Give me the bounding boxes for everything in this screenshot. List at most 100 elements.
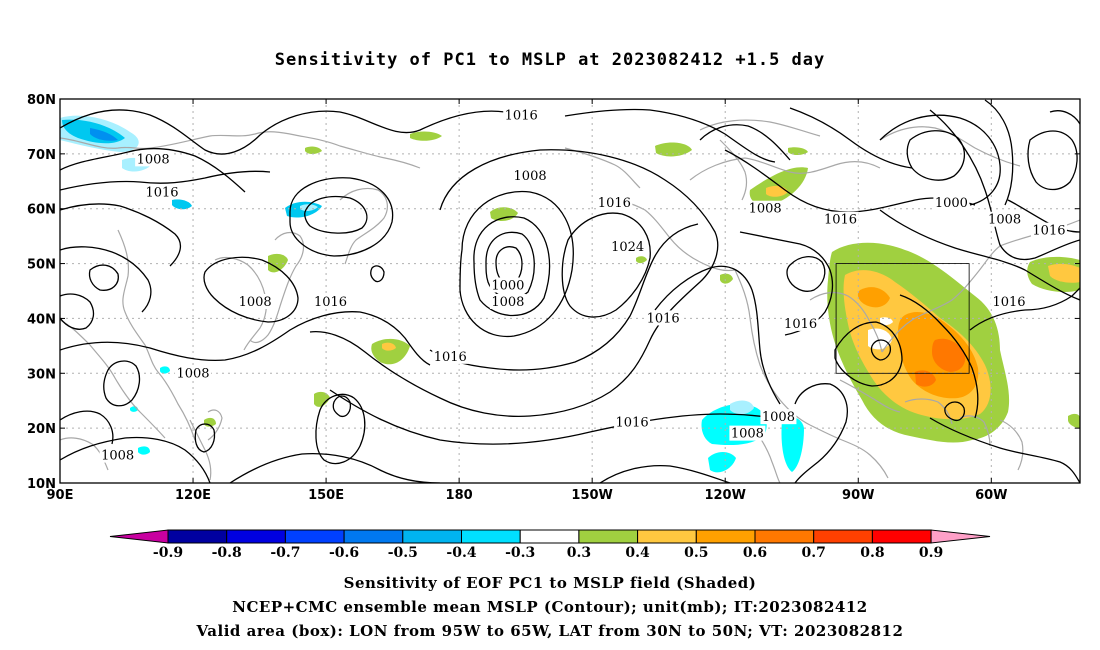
contour-label-bg — [237, 293, 274, 309]
coastline — [189, 419, 212, 481]
caption-shading: Sensitivity of EOF PC1 to MSLP field (Sh… — [343, 574, 757, 592]
lon-tick-label: 150E — [308, 488, 344, 503]
contour-line — [289, 177, 394, 257]
contour-line — [60, 311, 431, 366]
contour-label: 1008 — [101, 449, 134, 464]
colorbar-arrow-left — [109, 529, 169, 544]
contour-label-bg — [1030, 222, 1067, 238]
colorbar-segment — [637, 529, 697, 544]
lon-tick-label: 120E — [175, 488, 211, 503]
contour-line — [794, 383, 848, 483]
contour-line — [194, 423, 216, 453]
contour-line — [984, 99, 1014, 206]
lat-tick-label: 80N — [27, 93, 56, 108]
colorbar-segment — [167, 529, 228, 544]
contour-line — [60, 170, 271, 191]
shade-patch — [708, 452, 736, 473]
contour-label-bg — [144, 184, 180, 200]
colorbar-label: 0.8 — [860, 545, 884, 561]
contour-label-bg — [747, 200, 784, 216]
contour-label: 1008 — [514, 169, 547, 184]
colorbar-label: -0.5 — [388, 545, 418, 561]
contour-line — [929, 417, 1080, 483]
contour-line — [329, 389, 796, 445]
shade-patch — [1068, 413, 1080, 428]
lon-tick-label: 150W — [571, 488, 612, 503]
contour-line — [786, 256, 826, 292]
contour-label: 1016 — [434, 350, 467, 365]
shade-patch — [857, 287, 890, 308]
coastline — [904, 398, 953, 425]
contour-label: 1008 — [749, 202, 782, 217]
coastline — [689, 157, 881, 181]
contour-line — [60, 293, 95, 330]
shade-patch — [1048, 263, 1080, 283]
lat-tick-label: 10N — [27, 477, 56, 492]
coastline — [60, 131, 421, 169]
coastline — [117, 229, 196, 441]
contour-label: 1008 — [176, 366, 209, 381]
colorbar-segment — [695, 529, 756, 544]
lat-tick-label: 40N — [27, 312, 56, 327]
lat-tick-label: 70N — [27, 148, 56, 163]
colorbar-segment — [343, 529, 404, 544]
contour-line — [485, 231, 535, 299]
contour-line — [60, 109, 506, 155]
colorbar-label: 0.4 — [625, 545, 650, 561]
shade-patch — [730, 400, 754, 415]
contour-line — [1049, 110, 1080, 125]
shade-patch — [371, 338, 410, 365]
contour-label-bg — [614, 414, 651, 430]
contour-label: 1016 — [505, 108, 538, 123]
map-gridlines — [60, 99, 1080, 483]
contour-line — [870, 339, 892, 361]
contour-line — [789, 107, 913, 169]
contour-line — [899, 294, 979, 419]
contour-line — [229, 452, 441, 483]
contour-label: 1008 — [239, 295, 272, 310]
contour-line — [906, 130, 965, 181]
contour-label-bg — [99, 447, 136, 463]
lon-tick-label: 120W — [704, 488, 745, 503]
contour-label-bg — [645, 310, 682, 326]
colorbar-segment — [461, 529, 521, 544]
contour-line — [929, 109, 1080, 261]
colorbar-segment — [284, 529, 345, 544]
contour-label: 1016 — [598, 196, 631, 211]
contour-label-bg — [135, 151, 172, 167]
contour-label-bg — [782, 315, 819, 331]
colorbar-label: 0.5 — [684, 545, 708, 561]
contour-line — [1027, 130, 1078, 191]
plot-frame — [59, 98, 1081, 484]
contour-label: 1008 — [731, 427, 764, 442]
contour-line — [654, 265, 781, 405]
contour-label-bg — [822, 211, 859, 227]
axis-ticks — [59, 98, 1080, 484]
colorbar-segment — [813, 529, 873, 544]
contour-line — [315, 393, 366, 465]
contour-label: 1016 — [145, 185, 178, 200]
contour-label-bg — [729, 425, 766, 441]
colorbar-segment — [519, 529, 580, 544]
shade-patch — [90, 128, 118, 141]
shade-patch — [880, 317, 893, 325]
colorbar-label: -0.7 — [270, 545, 300, 561]
contour-label-bg — [489, 277, 526, 293]
colorbar-segment — [402, 529, 462, 544]
colorbar-segment — [871, 529, 932, 544]
colorbar-label: -0.4 — [446, 545, 476, 561]
contour-label: 1024 — [611, 240, 644, 255]
coastline — [809, 424, 889, 479]
contour-label: 1016 — [616, 416, 649, 431]
contour-line — [561, 212, 651, 318]
colorbar-label: 0.3 — [567, 545, 591, 561]
colorbar-label: -0.3 — [505, 545, 535, 561]
contour-label: 1008 — [762, 410, 795, 425]
colorbar-segment — [578, 529, 639, 544]
contour-label-bg — [933, 195, 970, 211]
contour-line — [60, 410, 114, 445]
contour-line — [60, 246, 152, 313]
contour-label: 1000 — [935, 196, 968, 211]
coastline — [719, 139, 748, 201]
